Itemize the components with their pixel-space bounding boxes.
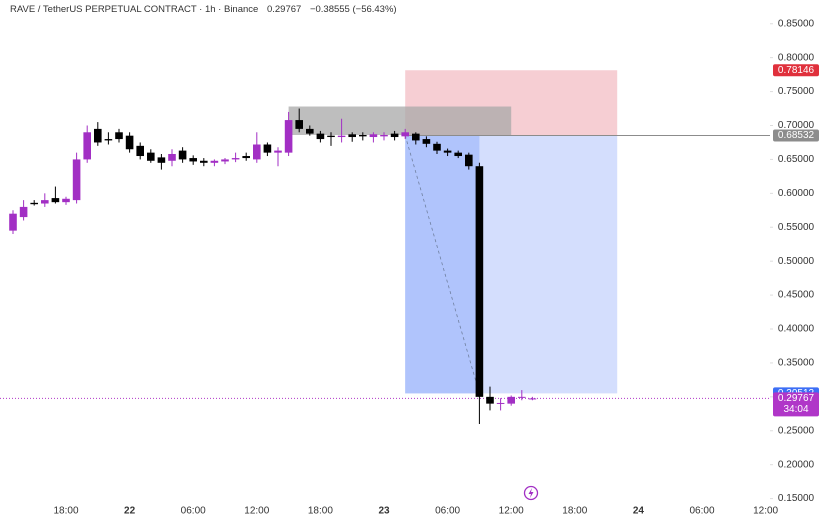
x-tick-label: 18:00: [562, 506, 587, 517]
candle-body: [157, 157, 166, 163]
y-tick-label: 0.15000: [778, 493, 815, 504]
stop-price-label-box: [773, 64, 819, 77]
candle-body: [51, 198, 60, 203]
x-tick-label: 06:00: [435, 506, 460, 517]
candle-body: [496, 402, 505, 404]
y-tick-label: 0.80000: [778, 52, 815, 63]
x-tick-label: 18:00: [308, 506, 333, 517]
last-price-label-box: [773, 392, 819, 417]
candle-body: [380, 134, 388, 137]
header-price: 0.29767: [266, 4, 302, 15]
candle-body: [348, 134, 356, 138]
x-tick-label: 23: [378, 506, 390, 517]
candle-body: [263, 144, 272, 153]
candle-body: [253, 144, 261, 160]
y-tick-label: 0.70000: [778, 120, 815, 131]
y-tick-label: 0.60000: [778, 188, 815, 199]
candle-body: [486, 396, 494, 404]
replay-bolt: [528, 488, 534, 498]
candle-body: [274, 150, 282, 153]
candle-body: [316, 133, 325, 140]
entry-price-label: 0.68532: [778, 130, 815, 141]
x-tick-label: 12:00: [499, 506, 524, 517]
candle-body: [412, 133, 420, 141]
candle-body: [19, 206, 28, 218]
y-tick-label: 0.40000: [778, 324, 815, 335]
candle-body: [125, 135, 134, 150]
candle-body: [528, 398, 537, 400]
candle-body: [62, 198, 70, 203]
y-tick-label: 0.85000: [778, 18, 815, 29]
candle-body: [443, 150, 452, 153]
chart-header: RAVE / TetherUS PERPETUAL CONTRACT · 1h …: [10, 4, 403, 15]
candle-body: [284, 120, 293, 153]
y-tick-label: 0.45000: [778, 290, 815, 301]
candle-body: [178, 150, 187, 160]
candle-body: [83, 132, 91, 160]
x-tick-label: 12:00: [244, 506, 269, 517]
candle-body: [359, 134, 367, 137]
background-layer: [288, 70, 770, 394]
candle-body: [518, 396, 526, 398]
candle-body: [94, 128, 102, 143]
candle-body: [475, 166, 484, 397]
y-tick-label: 0.75000: [778, 86, 815, 97]
countdown-label: 34:04: [783, 404, 808, 415]
candle-body: [189, 158, 197, 162]
candle-body: [369, 134, 378, 138]
replay-icon[interactable]: [523, 485, 539, 501]
x-tick-label: 12:00: [753, 506, 778, 517]
candle-body: [104, 139, 113, 141]
candle-body: [337, 135, 346, 138]
candle-body: [295, 120, 303, 129]
rectangle-drawing: [288, 106, 512, 135]
candle-body: [136, 145, 144, 157]
y-tick-label: 0.35000: [778, 358, 815, 369]
x-tick-label: 18:00: [53, 506, 78, 517]
symbol-title: RAVE / TetherUS PERPETUAL CONTRACT · 1h …: [10, 4, 259, 15]
candle-body: [306, 128, 314, 134]
x-tick-label: 06:00: [181, 506, 206, 517]
candle-body: [507, 396, 515, 404]
candle-body: [390, 133, 399, 138]
candle-body: [210, 160, 219, 163]
candle-body: [433, 143, 441, 151]
candle-body: [221, 159, 229, 162]
candle-body: [242, 156, 250, 159]
candle-body: [465, 154, 473, 167]
stop-price-label: 0.78146: [778, 65, 815, 76]
candle-body: [327, 135, 335, 138]
candle-body: [9, 213, 17, 231]
y-tick-label: 0.25000: [778, 425, 815, 436]
candle-body: [422, 139, 431, 144]
candle-body: [41, 200, 49, 204]
x-tick-label: 24: [633, 506, 645, 517]
candle-body: [30, 202, 38, 205]
x-tick-label: 22: [124, 506, 136, 517]
entry-price-label-box: [773, 129, 819, 142]
candle-body: [454, 152, 462, 157]
trade-path: [404, 135, 480, 394]
candle-body: [147, 152, 155, 161]
y-tick-label: 0.20000: [778, 459, 815, 470]
candle-body: [200, 160, 208, 163]
candle-body: [72, 159, 81, 201]
y-tick-label: 0.50000: [778, 256, 815, 267]
y-tick-label: 0.55000: [778, 222, 815, 233]
candle-body: [168, 153, 176, 161]
candle-body: [115, 132, 123, 140]
last-price-label: 0.29767: [778, 393, 815, 404]
candle-body: [231, 158, 240, 160]
x-tick-label: 06:00: [689, 506, 714, 517]
header-change: −0.38555 (−56.43%): [309, 4, 397, 15]
y-tick-label: 0.65000: [778, 154, 815, 165]
candle-body: [401, 132, 409, 137]
